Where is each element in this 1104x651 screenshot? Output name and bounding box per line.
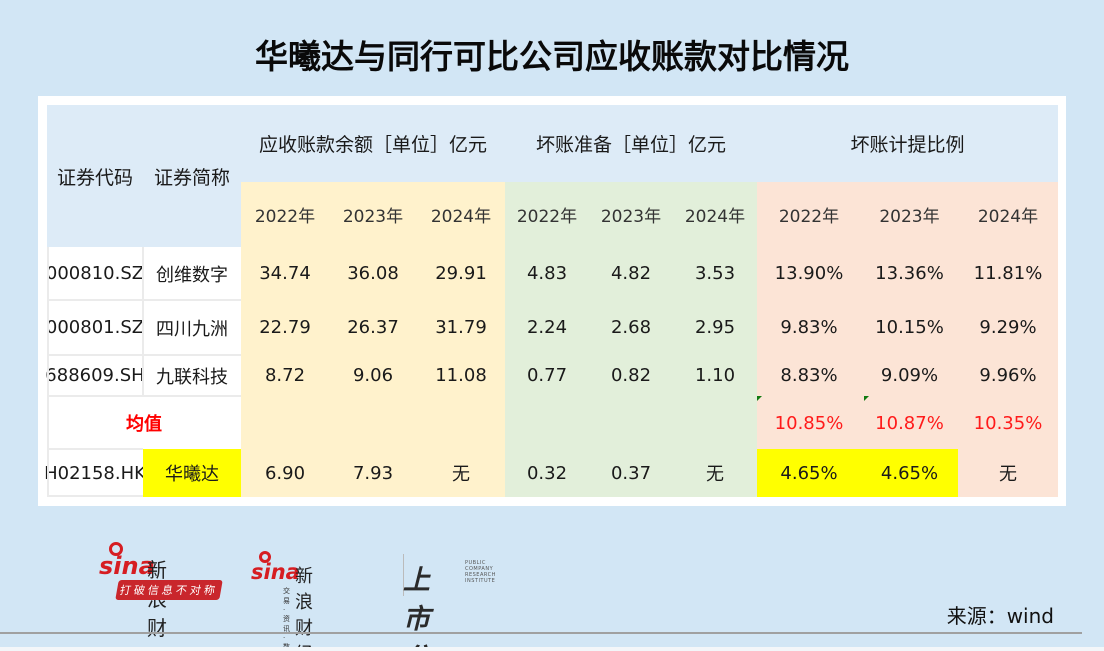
average-bad-debt-empty (505, 396, 757, 449)
cell-ratio: 9.83% (757, 300, 861, 355)
cell-bad-debt: 3.53 (673, 247, 757, 300)
target-ratio: 4.65% (861, 449, 958, 497)
header-year: 2024年 (673, 182, 757, 247)
cell-bad-debt: 4.83 (505, 247, 589, 300)
sina-logo-icon: sina (251, 560, 300, 584)
header-year: 2024年 (417, 182, 505, 247)
header-year: 2022年 (757, 182, 861, 247)
cell-code: 000810.SZ (46, 247, 144, 300)
comment-marker-icon (864, 396, 869, 401)
cell-receivable: 36.08 (329, 247, 417, 300)
cell-receivable: 34.74 (241, 247, 329, 300)
cell-bad-debt: 1.10 (673, 355, 757, 396)
sina-cn-name: 新浪财经 (147, 558, 167, 651)
sina-services: 交易 · 资讯 · 数据 · 服务 (283, 587, 291, 651)
cell-bad-debt: 2.95 (673, 300, 757, 355)
target-ratio: 无 (958, 449, 1058, 497)
target-receivable: 无 (417, 449, 505, 497)
institute-en-name: PUBLIC COMPANY RESEARCH INSTITUTE (465, 560, 496, 584)
average-ratio: 10.35% (958, 396, 1058, 449)
sina-eye-icon (109, 542, 123, 556)
target-bad-debt: 0.37 (589, 449, 673, 497)
cell-ratio: 13.90% (757, 247, 861, 300)
cell-ratio: 8.83% (757, 355, 861, 396)
cell-ratio: 9.09% (861, 355, 958, 396)
average-receivables-empty (241, 396, 505, 449)
average-ratio: 10.85% (757, 396, 861, 449)
cell-name: 创维数字 (143, 247, 241, 300)
cell-receivable: 8.72 (241, 355, 329, 396)
cell-bad-debt: 2.24 (505, 300, 589, 355)
cell-receivable: 31.79 (417, 300, 505, 355)
sina-eye-icon (259, 551, 271, 563)
target-bad-debt: 无 (673, 449, 757, 497)
gridline (47, 448, 143, 450)
cell-ratio: 11.81% (958, 247, 1058, 300)
footer-rule (0, 632, 1082, 634)
average-label: 均值 (47, 396, 241, 449)
header-year: 2023年 (329, 182, 417, 247)
institute-cn-name: 上市公司研究院 (403, 565, 430, 651)
gridline (142, 247, 144, 396)
header-group-ratio: 坏账计提比例 (757, 105, 1058, 182)
comment-marker-icon (757, 396, 762, 401)
sina-cn-name: 新浪财经 (295, 566, 313, 651)
header-group-bad-debt: 坏账准备［单位］亿元 (505, 105, 757, 182)
header-group-receivables: 应收账款余额［单位］亿元 (241, 105, 505, 182)
target-code: H02158.HK (44, 449, 146, 497)
comparison-table: 证券代码 证券简称 应收账款余额［单位］亿元 坏账准备［单位］亿元 坏账计提比例… (44, 105, 1058, 497)
logo-divider (403, 554, 404, 596)
target-ratio: 4.65% (757, 449, 861, 497)
gridline (47, 495, 143, 497)
cell-bad-debt: 0.82 (589, 355, 673, 396)
cell-bad-debt: 2.68 (589, 300, 673, 355)
cell-name: 九联科技 (143, 355, 241, 396)
header-year: 2023年 (861, 182, 958, 247)
cell-ratio: 10.15% (861, 300, 958, 355)
cell-code: 000801.SZ (46, 300, 144, 355)
cell-ratio: 9.29% (958, 300, 1058, 355)
header-year: 2023年 (589, 182, 673, 247)
header-year: 2022年 (241, 182, 329, 247)
gridline (47, 395, 241, 397)
header-name: 证券简称 (143, 105, 241, 247)
cell-bad-debt: 4.82 (589, 247, 673, 300)
gridline (47, 299, 241, 301)
average-ratio: 10.87% (861, 396, 958, 449)
header-code: 证券代码 (47, 105, 143, 247)
cell-receivable: 26.37 (329, 300, 417, 355)
header-year: 2024年 (958, 182, 1058, 247)
sina-logo-icon: sina (99, 552, 155, 580)
target-name: 华曦达 (143, 449, 241, 497)
bottom-strip (0, 647, 1104, 651)
target-bad-debt: 0.32 (505, 449, 589, 497)
cell-code: 688609.SH (45, 355, 145, 396)
cell-receivable: 22.79 (241, 300, 329, 355)
gridline (47, 354, 241, 356)
cell-bad-debt: 0.77 (505, 355, 589, 396)
cell-receivable: 9.06 (329, 355, 417, 396)
cell-receivable: 29.91 (417, 247, 505, 300)
source-note: 来源：wind (946, 604, 1054, 628)
header-year: 2022年 (505, 182, 589, 247)
cell-receivable: 11.08 (417, 355, 505, 396)
target-receivable: 7.93 (329, 449, 417, 497)
cell-ratio: 9.96% (958, 355, 1058, 396)
cell-ratio: 13.36% (861, 247, 958, 300)
gridline (47, 247, 49, 497)
page-title: 华曦达与同行可比公司应收账款对比情况 (255, 37, 849, 76)
target-receivable: 6.90 (241, 449, 329, 497)
cell-name: 四川九洲 (143, 300, 241, 355)
sina-slogan: 打破信息不对称 (115, 580, 223, 600)
